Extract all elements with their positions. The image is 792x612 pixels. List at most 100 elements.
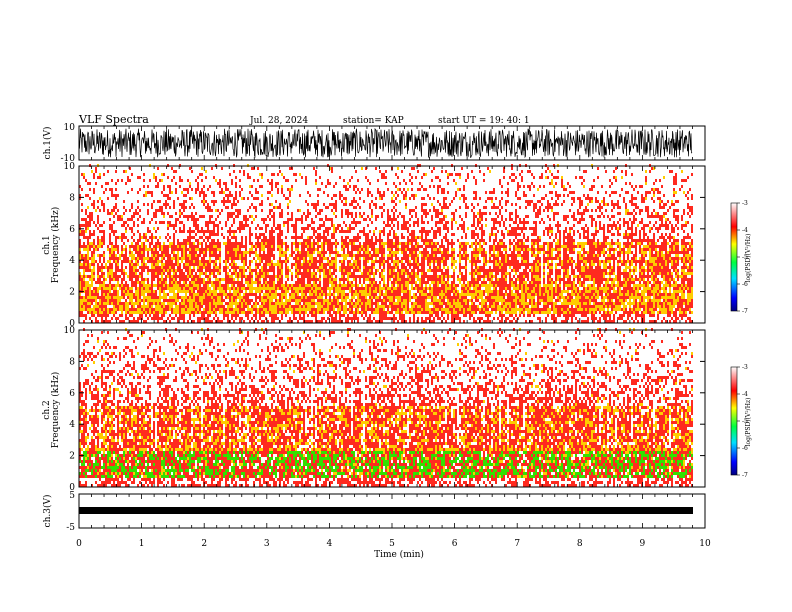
spectrogram-cell (217, 299, 219, 302)
spectrogram-cell (159, 290, 161, 293)
spectrogram-cell (255, 233, 257, 236)
spectrogram-cell (407, 260, 409, 263)
spectrogram-cell (191, 251, 193, 254)
spectrogram-cell (381, 290, 383, 293)
spectrogram-cell (203, 251, 205, 254)
spectrogram-cell (341, 278, 343, 281)
spectrogram-cell (177, 245, 179, 248)
spectrogram-cell (349, 242, 351, 245)
spectrogram-cell (231, 305, 233, 308)
spectrogram-cell (383, 317, 385, 320)
spectrogram-cell (407, 269, 409, 272)
spectrogram-cell (139, 272, 141, 275)
spectrogram-cell (307, 248, 309, 251)
spectrogram-cell (185, 245, 187, 248)
spectrogram-cell (413, 272, 415, 275)
spectrogram-cell (297, 254, 299, 257)
spectrogram-cell (213, 254, 215, 257)
spectrogram-cell (371, 236, 373, 239)
spectrogram-cell (189, 266, 191, 269)
spectrogram-cell (145, 311, 147, 314)
spectrogram-cell (273, 317, 275, 320)
spectrogram-cell (149, 299, 151, 302)
spectrogram-cell (131, 320, 133, 323)
spectrogram-cell (187, 242, 189, 245)
spectrogram-cell (215, 311, 217, 314)
spectrogram-cell (385, 170, 387, 173)
spectrogram-cell (355, 266, 357, 269)
spectrogram-cell (187, 299, 189, 302)
spectrogram-cell (403, 305, 405, 308)
spectrogram-cell (209, 236, 211, 239)
spectrogram-cell (395, 296, 397, 299)
spectrogram-cell (151, 293, 153, 296)
spectrogram-cell (97, 218, 99, 221)
spectrogram-cell (145, 296, 147, 299)
spectrogram-cell (329, 242, 331, 245)
spectrogram-cell (345, 188, 347, 191)
spectrogram-cell (305, 218, 307, 221)
spectrogram-cell (163, 263, 165, 266)
spectrogram-cell (359, 287, 361, 290)
spectrogram-cell (205, 302, 207, 305)
spectrogram-cell (193, 221, 195, 224)
spectrogram-cell (281, 188, 283, 191)
spectrogram-cell (235, 203, 237, 206)
spectrogram-cell (421, 296, 423, 299)
spectrogram-cell (197, 305, 199, 308)
spectrogram-cell (145, 320, 147, 323)
spectrogram-cell (399, 311, 401, 314)
spectrogram-cell (403, 236, 405, 239)
spectrogram-cell (145, 290, 147, 293)
spectrogram-cell (219, 302, 221, 305)
spectrogram-cell (373, 293, 375, 296)
spectrogram-cell (117, 290, 119, 293)
spectrogram-cell (341, 230, 343, 233)
spectrogram-cell (221, 284, 223, 287)
spectrogram-cell (335, 302, 337, 305)
spectrogram-cell (121, 263, 123, 266)
spectrogram-cell (193, 299, 195, 302)
spectrogram-cell (391, 245, 393, 248)
spectrogram-cell (79, 194, 81, 197)
spectrogram-cell (211, 233, 213, 236)
spectrogram-cell (403, 218, 405, 221)
spectrogram-cell (413, 230, 415, 233)
spectrogram-cell (383, 242, 385, 245)
spectrogram-cell (225, 293, 227, 296)
spectrogram-cell (405, 182, 407, 185)
spectrogram-cell (359, 221, 361, 224)
spectrogram-cell (195, 248, 197, 251)
spectrogram-cell (391, 254, 393, 257)
spectrogram-cell (421, 302, 423, 305)
spectrogram-cell (133, 248, 135, 251)
spectrogram-cell (297, 248, 299, 251)
spectrogram-cell (371, 221, 373, 224)
spectrogram-cell (277, 299, 279, 302)
spectrogram-cell (381, 215, 383, 218)
spectrogram-cell (369, 245, 371, 248)
spectrogram-cell (271, 185, 273, 188)
spectrogram-cell (235, 182, 237, 185)
spectrogram-cell (271, 290, 273, 293)
spectrogram-cell (395, 197, 397, 200)
spectrogram-cell (91, 218, 93, 221)
spectrogram-cell (271, 173, 273, 176)
spectrogram-cell (111, 245, 113, 248)
spectrogram-cell (237, 284, 239, 287)
spectrogram-cell (397, 236, 399, 239)
spectrogram-cell (269, 212, 271, 215)
spectrogram-cell (231, 296, 233, 299)
spectrogram-cell (245, 299, 247, 302)
spectrogram-cell (319, 233, 321, 236)
spectrogram-cell (115, 170, 117, 173)
spectrogram-cell (165, 194, 167, 197)
spectrogram-cell (189, 305, 191, 308)
spectrogram-cell (177, 311, 179, 314)
spectrogram-cell (419, 236, 421, 239)
spectrogram-cell (165, 260, 167, 263)
spectrogram-cell (259, 287, 261, 290)
spectrogram-cell (291, 236, 293, 239)
spectrogram-cell (115, 284, 117, 287)
spectrogram-cell (281, 260, 283, 263)
